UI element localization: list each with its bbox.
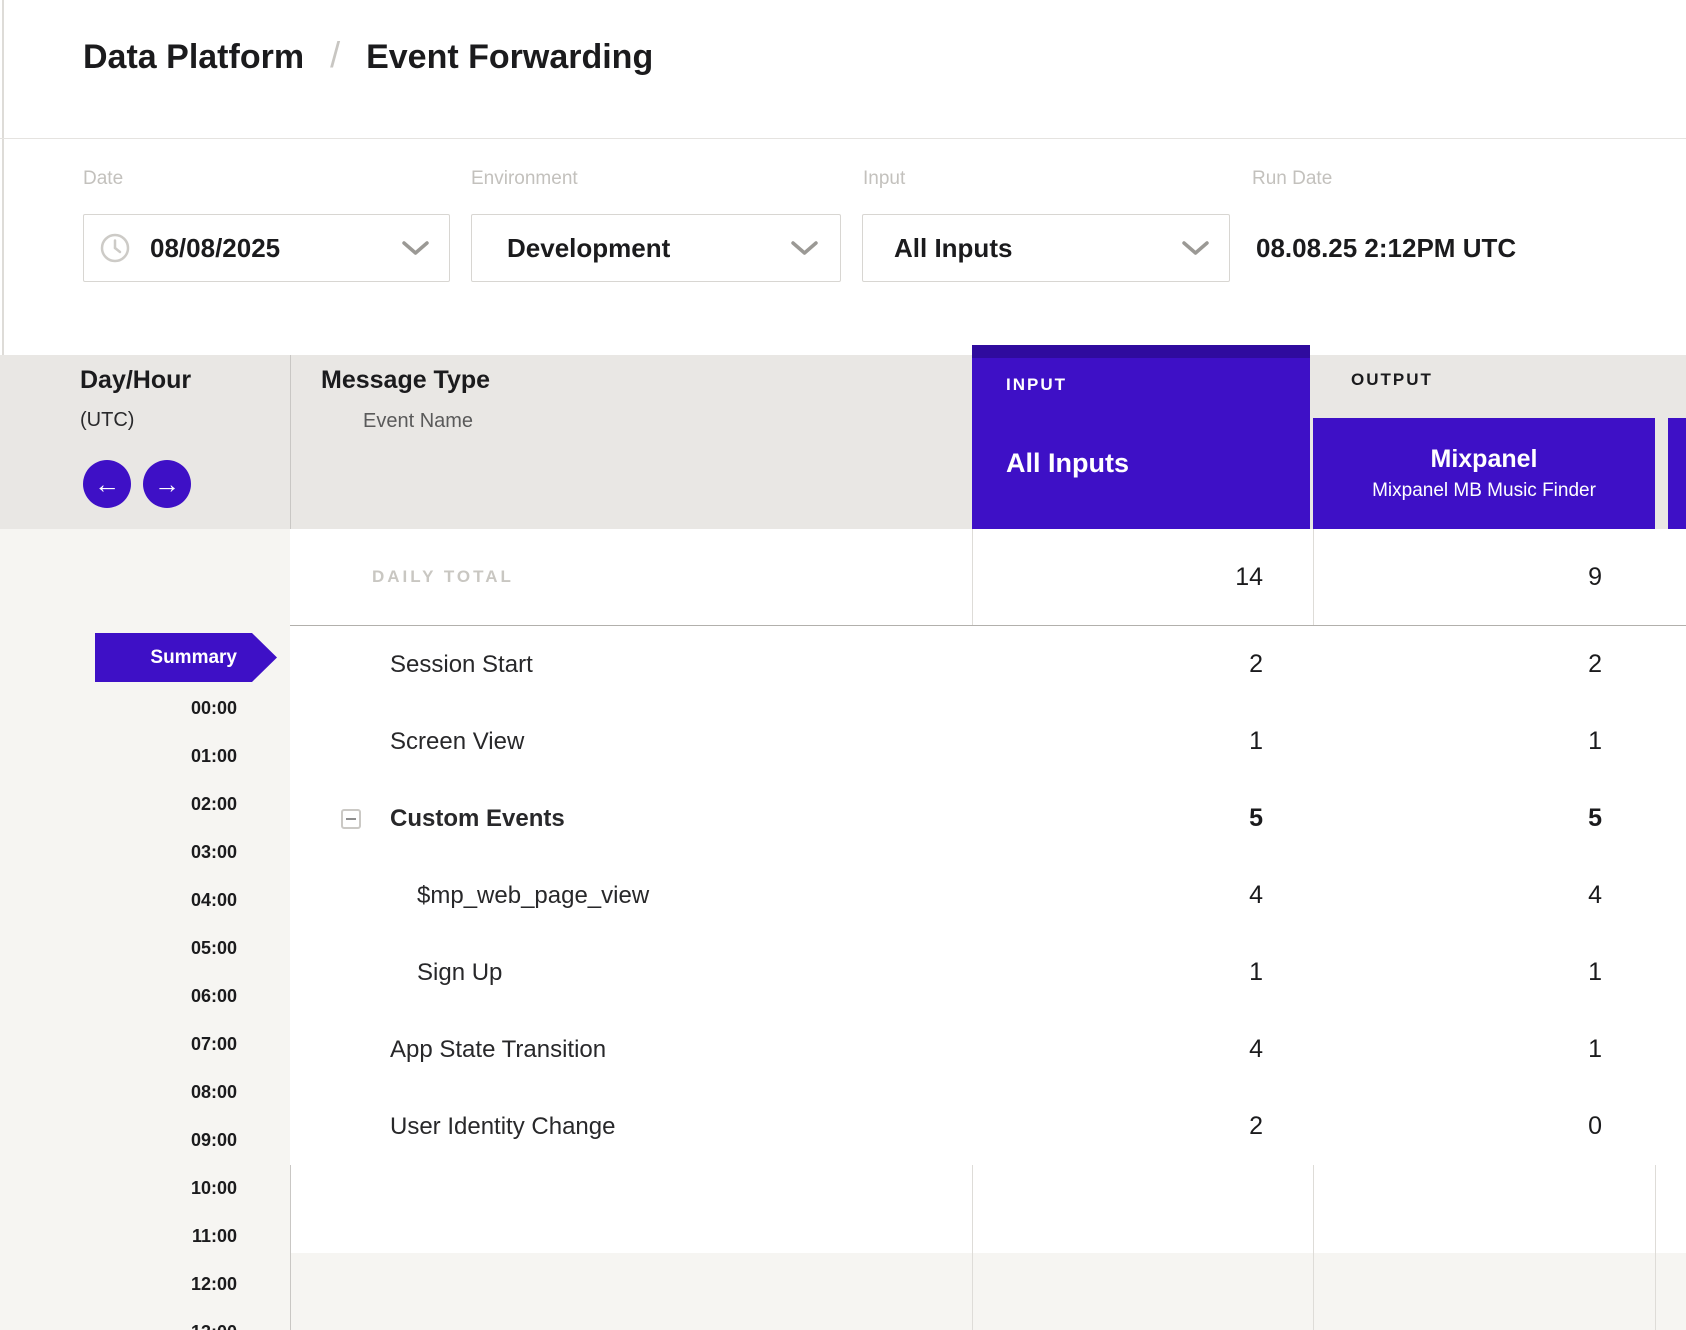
- hour-item[interactable]: 02:00: [190, 793, 237, 814]
- output-column-name: Mixpanel: [1430, 445, 1538, 473]
- arrow-right-icon: →: [154, 469, 180, 499]
- input-column-header[interactable]: INPUT All Inputs: [972, 345, 1310, 529]
- environment-filter-label: Environment: [471, 168, 578, 189]
- clock-icon: [99, 232, 131, 264]
- hour-item[interactable]: 09:00: [190, 1129, 237, 1150]
- output-value: 5: [1588, 804, 1602, 832]
- input-value: 2: [1249, 650, 1263, 678]
- event-label: $mp_web_page_view: [417, 881, 650, 909]
- next-output-column-partial: [1668, 418, 1686, 529]
- chevron-down-icon: [1182, 240, 1209, 256]
- event-label: Sign Up: [417, 958, 503, 986]
- page-title: Event Forwarding: [366, 37, 654, 76]
- table-row: Session Start 2 2: [290, 626, 1686, 703]
- output-value: 1: [1588, 1035, 1602, 1063]
- hour-item[interactable]: 13:00: [0, 1308, 290, 1330]
- hour-item[interactable]: 11:00: [191, 1225, 237, 1246]
- hour-item[interactable]: 01:00: [190, 745, 237, 766]
- hour-item[interactable]: 00:00: [190, 697, 237, 718]
- output-column-header[interactable]: Mixpanel Mixpanel MB Music Finder: [1313, 418, 1655, 529]
- chevron-down-icon: [791, 240, 818, 256]
- date-filter-label: Date: [83, 168, 124, 189]
- table-row: App State Transition 4 1: [290, 1011, 1686, 1088]
- output-value: 1: [1588, 958, 1602, 986]
- hour-item[interactable]: 03:00: [190, 841, 237, 862]
- arrow-left-icon: ←: [94, 469, 120, 499]
- hour-item[interactable]: 07:00: [190, 1033, 237, 1054]
- event-label: Screen View: [390, 727, 525, 755]
- input-value: 5: [1249, 804, 1263, 832]
- output-column-subtitle: Mixpanel MB Music Finder: [1372, 480, 1596, 501]
- table-row-custom-events: Custom Events 5 5: [290, 780, 1686, 857]
- hour-item[interactable]: 04:00: [190, 889, 237, 910]
- table-row: $mp_web_page_view 4 4: [290, 857, 1686, 934]
- event-rows: Session Start 2 2 Screen View 1 1 Custom…: [290, 626, 1686, 1165]
- hour-item[interactable]: 06:00: [190, 985, 237, 1006]
- output-group-label: OUTPUT: [1351, 370, 1433, 389]
- input-value: 4: [1249, 1035, 1263, 1063]
- daily-total-output-value: 9: [1313, 529, 1655, 625]
- table-row: User Identity Change 2 0: [290, 1088, 1686, 1165]
- event-label: User Identity Change: [390, 1112, 616, 1140]
- input-filter-label: Input: [863, 168, 906, 189]
- hour-item[interactable]: 08:00: [190, 1081, 237, 1102]
- day-hour-header: Day/Hour: [80, 366, 192, 394]
- event-label: App State Transition: [390, 1035, 607, 1063]
- date-dropdown[interactable]: 08/08/2025: [83, 214, 450, 282]
- collapse-icon[interactable]: [341, 808, 361, 829]
- input-value: 1: [1249, 958, 1263, 986]
- summary-flag[interactable]: Summary: [95, 633, 277, 682]
- output-value: 4: [1588, 881, 1602, 909]
- hour-list: 00:00 01:00 02:00 03:00 04:00 05:00 06:0…: [0, 684, 290, 1330]
- header-divider: [0, 138, 1686, 139]
- table-footer-band: [290, 1253, 1686, 1330]
- event-label: Custom Events: [290, 780, 972, 857]
- environment-value: Development: [507, 232, 671, 263]
- hour-item[interactable]: 12:00: [190, 1273, 237, 1294]
- input-value: 2: [1249, 1112, 1263, 1140]
- chevron-down-icon: [402, 240, 429, 256]
- hour-item[interactable]: 10:00: [190, 1177, 237, 1198]
- output-value: 1: [1588, 727, 1602, 755]
- input-column-name: All Inputs: [1006, 448, 1129, 478]
- message-type-header: Message Type: [321, 366, 491, 394]
- date-value: 08/08/2025: [150, 232, 281, 263]
- run-date-label: Run Date: [1252, 168, 1333, 189]
- breadcrumb-separator: /: [330, 34, 341, 75]
- next-day-button[interactable]: →: [143, 460, 191, 508]
- previous-day-button[interactable]: ←: [83, 460, 131, 508]
- table-row: Sign Up 1 1: [290, 934, 1686, 1011]
- input-column-accent-strip: [972, 345, 1310, 358]
- table-row: Screen View 1 1: [290, 703, 1686, 780]
- input-dropdown[interactable]: All Inputs: [862, 214, 1230, 282]
- breadcrumb-section[interactable]: Data Platform: [83, 37, 305, 76]
- daily-total-row: DAILY TOTAL 14 9: [290, 529, 1686, 626]
- event-name-subheader: Event Name: [363, 410, 474, 432]
- hour-item[interactable]: 05:00: [190, 937, 237, 958]
- daily-total-label: DAILY TOTAL: [372, 567, 514, 586]
- run-date-value: 08.08.25 2:12PM UTC: [1256, 232, 1517, 263]
- daily-total-input-value: 14: [972, 529, 1313, 625]
- input-value: All Inputs: [894, 232, 1013, 263]
- event-label: Session Start: [390, 650, 533, 678]
- output-value: 0: [1588, 1112, 1602, 1140]
- input-value: 1: [1249, 727, 1263, 755]
- breadcrumb: Data Platform / Event Forwarding: [83, 34, 654, 78]
- environment-dropdown[interactable]: Development: [471, 214, 841, 282]
- input-value: 4: [1249, 881, 1263, 909]
- output-value: 2: [1588, 650, 1602, 678]
- day-hour-timezone: (UTC): [80, 409, 135, 431]
- input-group-label: INPUT: [1006, 375, 1067, 394]
